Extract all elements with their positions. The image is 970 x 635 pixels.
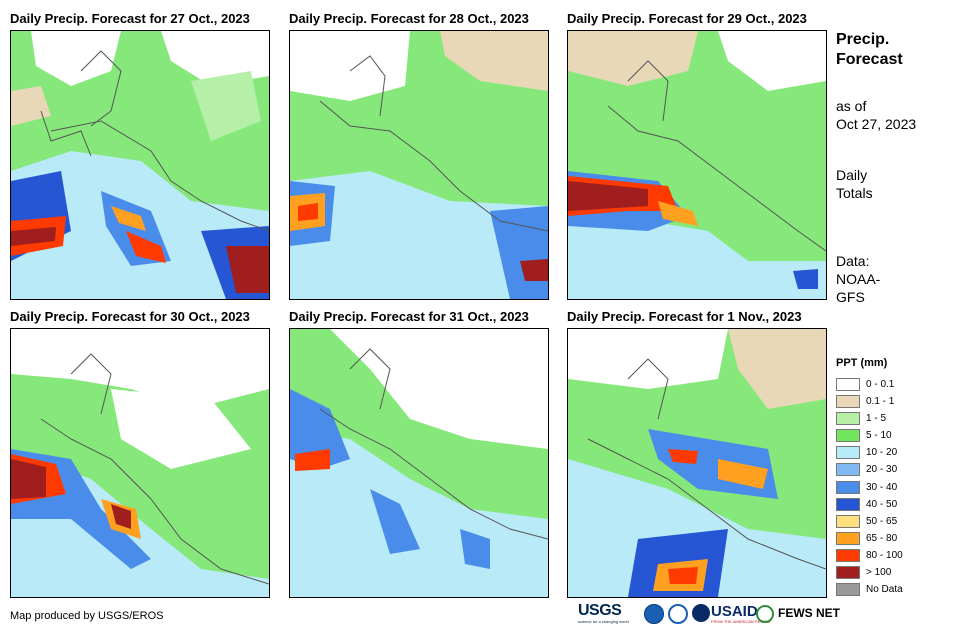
daily-totals: Daily Totals <box>836 166 873 202</box>
credit-text: Map produced by USGS/EROS <box>10 610 164 622</box>
data-line1: Data: <box>836 253 870 269</box>
legend-label: 80 - 100 <box>866 549 903 561</box>
legend-label: 0.1 - 1 <box>866 396 895 408</box>
legend-label: > 100 <box>866 567 892 579</box>
legend-label: 1 - 5 <box>866 413 887 425</box>
forecast-map-oct-28 <box>289 30 549 300</box>
panel-title-2: Daily Precip. Forecast for 28 Oct., 2023 <box>289 11 529 26</box>
legend-swatch <box>836 514 860 528</box>
legend-swatch <box>836 412 860 426</box>
usaid-tagline: FROM THE AMERICAN PEOPLE <box>711 619 771 624</box>
legend-label: 50 - 65 <box>866 515 898 527</box>
legend-swatch <box>836 446 860 460</box>
panel-title-5: Daily Precip. Forecast for 31 Oct., 2023 <box>289 309 529 324</box>
legend-swatch <box>836 378 860 391</box>
nws-logo-icon <box>668 604 688 624</box>
forecast-map-oct-30 <box>10 328 270 598</box>
data-line2: NOAA- <box>836 271 881 287</box>
usgs-logo: USGS science for a changing world <box>578 602 644 627</box>
forecast-map-oct-29 <box>567 30 827 300</box>
usaid-seal-icon <box>692 604 710 622</box>
noaa-logo-icon <box>644 604 664 624</box>
legend-swatch <box>836 583 860 597</box>
legend-swatch <box>836 480 860 494</box>
legend-swatch <box>836 531 860 545</box>
forecast-map-nov-1 <box>567 328 827 598</box>
legend-label: 5 - 10 <box>866 430 892 442</box>
sidebar-title-line2: Forecast <box>836 51 903 68</box>
as-of-date: as of Oct 27, 2023 <box>836 97 916 133</box>
data-source: Data: NOAA- GFS <box>836 252 880 306</box>
legend-label: 65 - 80 <box>866 532 898 544</box>
usaid-logo-text: USAID <box>711 603 758 620</box>
panel-title-4: Daily Precip. Forecast for 30 Oct., 2023 <box>10 309 250 324</box>
legend-swatch <box>836 548 860 562</box>
legend-label: 10 - 20 <box>866 447 898 459</box>
panel-title-1: Daily Precip. Forecast for 27 Oct., 2023 <box>10 11 250 26</box>
panel-title-6: Daily Precip. Forecast for 1 Nov., 2023 <box>567 309 802 324</box>
totals-line2: Totals <box>836 185 873 201</box>
legend-swatch <box>836 429 860 443</box>
sidebar-title-line1: Precip. <box>836 31 890 48</box>
fewsnet-logo-text: FEWS NET <box>778 606 840 620</box>
legend-label: 30 - 40 <box>866 481 898 493</box>
as-of-line2: Oct 27, 2023 <box>836 116 917 132</box>
legend-label: No Data <box>866 584 903 596</box>
usaid-logo: USAID FROM THE AMERICAN PEOPLE <box>692 603 771 627</box>
forecast-map-oct-31 <box>289 328 549 598</box>
legend-swatch <box>836 395 860 409</box>
sidebar-title: Precip. Forecast <box>836 30 903 70</box>
panel-title-3: Daily Precip. Forecast for 29 Oct., 2023 <box>567 11 807 26</box>
usgs-logo-text: USGS <box>578 602 622 619</box>
legend-label: 20 - 30 <box>866 464 898 476</box>
legend-label: 0 - 0.1 <box>866 379 895 390</box>
legend-swatch <box>836 463 860 477</box>
totals-line1: Daily <box>836 167 868 183</box>
data-line3: GFS <box>836 289 865 305</box>
legend-label: 40 - 50 <box>866 498 898 510</box>
legend-swatch <box>836 566 860 580</box>
forecast-map-oct-27 <box>10 30 270 300</box>
fewsnet-logo: FEWS NET <box>756 603 840 627</box>
legend-swatch <box>836 497 860 511</box>
fewsnet-leaf-icon <box>756 605 774 623</box>
usgs-tagline: science for a changing world <box>578 619 629 624</box>
as-of-line1: as of <box>836 98 867 114</box>
legend-title: PPT (mm) <box>836 357 888 369</box>
